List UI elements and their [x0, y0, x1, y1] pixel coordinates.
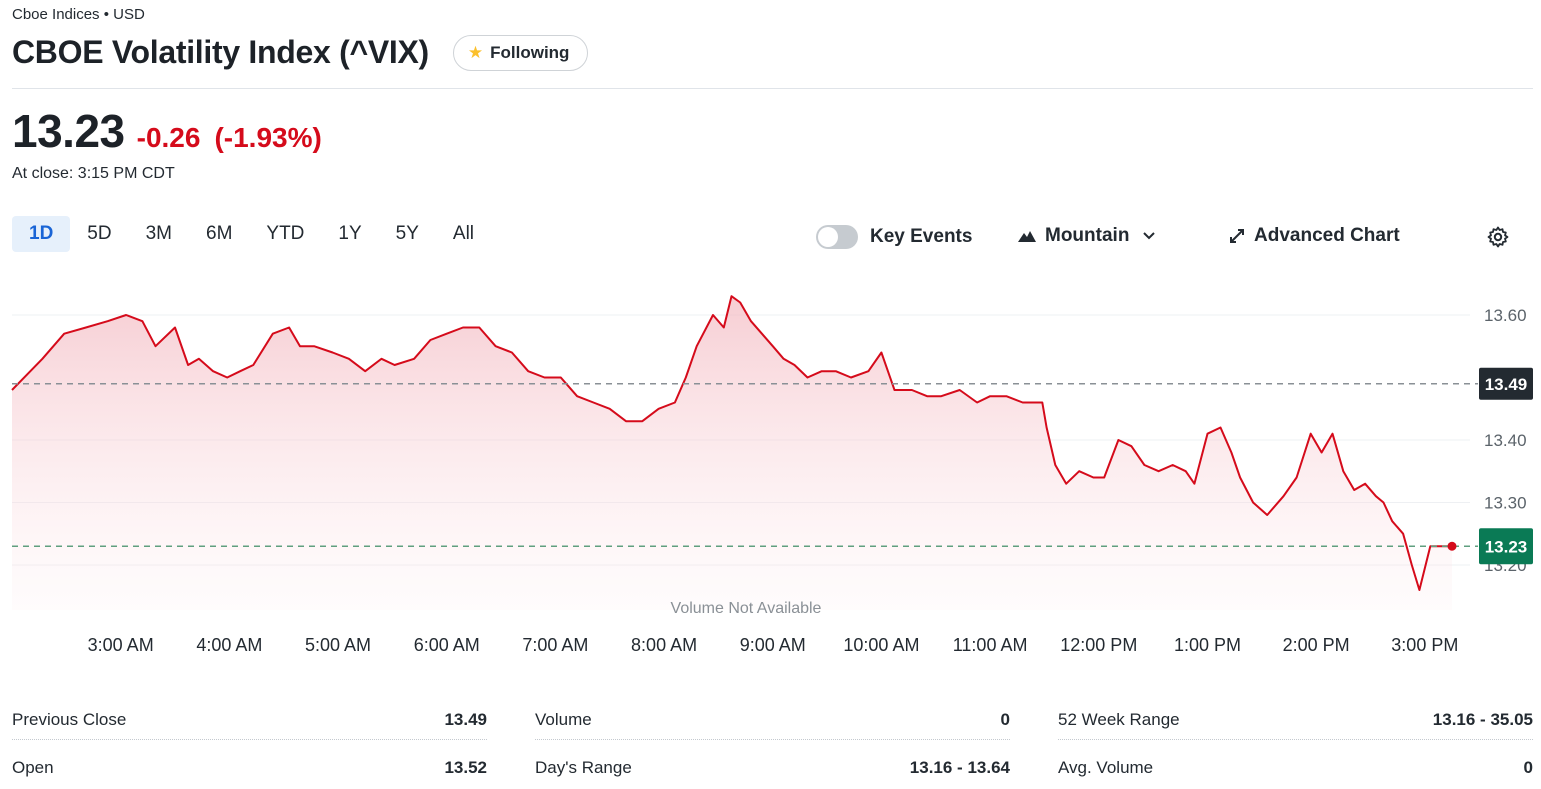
- exchange-label: Cboe Indices • USD: [12, 6, 145, 23]
- x-tick-label: 10:00 AM: [843, 635, 919, 655]
- following-label: Following: [490, 42, 570, 62]
- stat-row: Volume 0: [535, 700, 1010, 740]
- price-change-percent: (-1.93%): [214, 122, 322, 153]
- x-tick-label: 6:00 AM: [414, 635, 480, 655]
- range-tab-3m[interactable]: 3M: [145, 223, 172, 244]
- stat-value: 13.52: [444, 758, 487, 777]
- chart-type-label: Mountain: [1045, 225, 1130, 246]
- range-tabs: 1D 5D 3M 6M YTD 1Y 5Y All: [12, 216, 491, 252]
- range-tab-all[interactable]: All: [452, 223, 475, 244]
- last-price-dot: [1447, 541, 1457, 551]
- stat-value: 13.49: [444, 710, 487, 729]
- star-icon: ★: [467, 42, 484, 62]
- stat-label: Volume: [535, 710, 592, 729]
- x-tick-label: 9:00 AM: [740, 635, 806, 655]
- stat-row: Previous Close 13.49: [12, 700, 487, 740]
- stat-row: Day's Range 13.16 - 13.64: [535, 740, 1010, 788]
- x-tick-label: 1:00 PM: [1174, 635, 1241, 655]
- x-tick-label: 4:00 AM: [196, 635, 262, 655]
- chevron-down-icon: [1143, 232, 1156, 240]
- key-events-label: Key Events: [870, 226, 973, 247]
- title-row: CBOE Volatility Index (^VIX) ★ Following: [12, 34, 589, 71]
- range-tab-ytd[interactable]: YTD: [266, 223, 305, 244]
- following-button[interactable]: ★ Following: [452, 34, 589, 71]
- stat-row: Open 13.52: [12, 740, 487, 788]
- stat-row: Avg. Volume 0: [1058, 740, 1533, 788]
- previous-close-label: 13.49: [1485, 375, 1528, 394]
- advanced-chart-button[interactable]: Advanced Chart: [1228, 225, 1400, 247]
- stat-value: 0: [1523, 758, 1533, 777]
- stat-row: 52 Week Range 13.16 - 35.05: [1058, 700, 1533, 740]
- close-time: At close: 3:15 PM CDT: [12, 165, 175, 182]
- x-tick-label: 8:00 AM: [631, 635, 697, 655]
- header-divider: [12, 88, 1533, 89]
- price-value: 13.23: [12, 105, 125, 157]
- range-tab-5y[interactable]: 5Y: [395, 223, 419, 244]
- stat-value: 13.16 - 13.64: [909, 758, 1010, 777]
- gear-icon[interactable]: [1486, 225, 1510, 249]
- stat-value: 13.16 - 35.05: [1432, 710, 1533, 729]
- stat-value: 0: [1000, 710, 1010, 729]
- key-events-toggle[interactable]: Key Events: [816, 225, 972, 249]
- quote-row: 13.23 -0.26 (-1.93%): [12, 104, 322, 158]
- stat-label: Previous Close: [12, 710, 127, 729]
- last-price-label: 13.23: [1485, 537, 1528, 556]
- x-tick-label: 3:00 PM: [1391, 635, 1458, 655]
- mountain-icon: [1018, 231, 1036, 242]
- range-tab-5d[interactable]: 5D: [87, 223, 112, 244]
- y-tick-label: 13.40: [1484, 431, 1527, 450]
- price-change: -0.26: [136, 122, 201, 153]
- stat-label: Day's Range: [535, 758, 632, 777]
- stat-label: 52 Week Range: [1058, 710, 1180, 729]
- expand-icon: [1230, 229, 1244, 243]
- y-tick-label: 13.30: [1484, 494, 1527, 513]
- stat-label: Open: [12, 758, 54, 777]
- range-tab-1d[interactable]: 1D: [12, 216, 71, 252]
- stats-column: Volume 0 Day's Range 13.16 - 13.64: [535, 700, 1010, 788]
- stat-label: Avg. Volume: [1058, 758, 1154, 777]
- previous-close-badge: [1479, 367, 1533, 400]
- advanced-chart-label: Advanced Chart: [1254, 225, 1400, 246]
- x-tick-label: 5:00 AM: [305, 635, 371, 655]
- stats-column: Previous Close 13.49 Open 13.52: [12, 700, 487, 788]
- toggle-switch[interactable]: [816, 225, 858, 249]
- stats-column: 52 Week Range 13.16 - 35.05 Avg. Volume 0: [1058, 700, 1533, 788]
- chart-area: [12, 296, 1452, 610]
- x-tick-label: 3:00 AM: [88, 635, 154, 655]
- page-title: CBOE Volatility Index (^VIX): [12, 34, 429, 70]
- range-tab-1y[interactable]: 1Y: [338, 223, 362, 244]
- x-tick-label: 11:00 AM: [953, 635, 1028, 655]
- range-tab-6m[interactable]: 6M: [206, 223, 233, 244]
- chart-type-dropdown[interactable]: Mountain: [1017, 225, 1156, 247]
- x-tick-label: 2:00 PM: [1283, 635, 1350, 655]
- x-tick-label: 12:00 PM: [1060, 635, 1137, 655]
- volume-note: Volume Not Available: [671, 600, 822, 617]
- y-tick-label: 13.60: [1484, 306, 1527, 325]
- last-price-badge: [1479, 528, 1533, 565]
- x-tick-label: 7:00 AM: [522, 635, 588, 655]
- price-line: [11, 295, 1452, 591]
